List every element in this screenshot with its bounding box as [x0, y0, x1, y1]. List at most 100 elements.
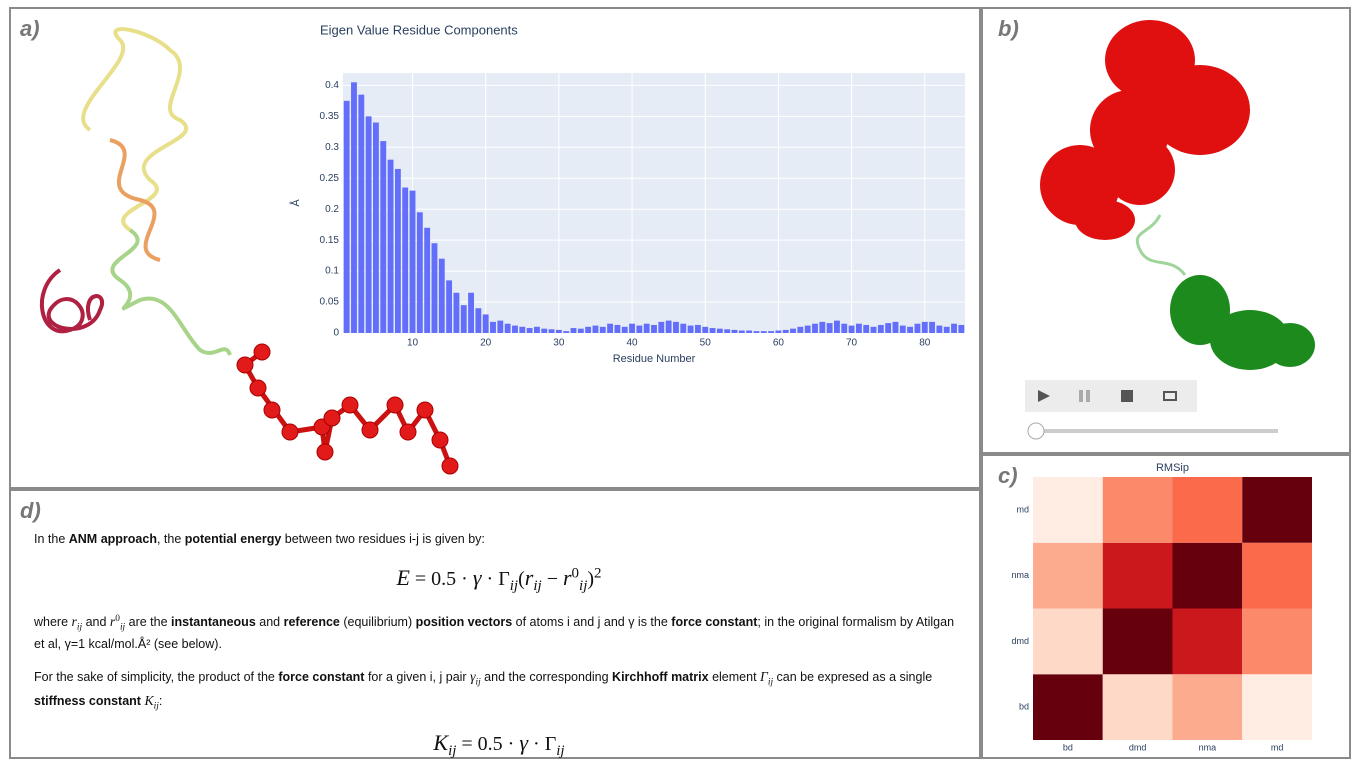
bar [344, 101, 350, 333]
text-run: ANM approach [69, 532, 157, 546]
y-tick-label: 0.2 [325, 204, 339, 215]
panel-label: b) [998, 16, 1019, 41]
text-run: are the [125, 615, 171, 629]
bar [893, 322, 899, 333]
protein-ribbon [42, 29, 230, 355]
bar [951, 324, 957, 333]
x-axis-title: Residue Number [613, 353, 696, 365]
bar [483, 314, 489, 333]
bar [636, 326, 642, 333]
y-tick-label: 0.15 [320, 235, 340, 246]
text-run: = 0.5 · [456, 733, 519, 755]
bar [512, 326, 518, 333]
bar [417, 212, 423, 333]
bar [556, 330, 562, 333]
chart-title: Eigen Value Residue Components [320, 22, 518, 37]
y-tick-label: nma [1011, 570, 1029, 580]
y-tick-label: 0.05 [320, 297, 340, 308]
text-run: and [256, 615, 284, 629]
bar [490, 322, 496, 333]
bar [527, 328, 533, 333]
heatmap-cell [1242, 674, 1312, 740]
y-tick-label: 0.1 [325, 266, 339, 277]
bar [958, 325, 964, 333]
heatmap-cell [1103, 543, 1173, 609]
heatmap-cell [1033, 543, 1103, 609]
bar [827, 323, 833, 333]
bar [717, 329, 723, 333]
text-run: = 0.5 · [410, 568, 473, 590]
bar [768, 331, 774, 333]
x-tick-label: 50 [700, 338, 712, 349]
bar [797, 327, 803, 333]
text-run: : [159, 694, 162, 708]
y-tick-label: 0.3 [325, 142, 339, 153]
text-run: ( [518, 568, 525, 590]
text-run: force constant [671, 615, 757, 629]
bar [358, 95, 364, 333]
slider-handle[interactable] [1028, 423, 1044, 439]
bar [702, 327, 708, 333]
text-run: 0 [572, 566, 580, 582]
bar [673, 322, 679, 333]
text-run: 2 [594, 566, 602, 582]
bar [578, 329, 584, 333]
equation: Kij = 0.5 · γ · Γij [34, 726, 964, 763]
stop-button[interactable] [1121, 390, 1133, 402]
bar [819, 322, 825, 333]
bar [571, 328, 577, 333]
x-tick-label: bd [1063, 742, 1073, 752]
bar [585, 327, 591, 333]
bar [790, 329, 796, 333]
y-axis-title: Å [289, 199, 302, 207]
bar [373, 123, 379, 333]
x-tick-label: md [1271, 742, 1284, 752]
text-run: ij [533, 578, 541, 594]
bar [841, 324, 847, 333]
x-tick-label: 20 [480, 338, 492, 349]
panel-label: d) [20, 498, 41, 523]
bar [563, 331, 569, 333]
bar [863, 325, 869, 333]
bar [900, 326, 906, 333]
bar [644, 324, 650, 333]
bar [366, 116, 372, 333]
text-run: Γ [760, 669, 768, 684]
heatmap-cell [1173, 674, 1243, 740]
bar [519, 327, 525, 333]
bar [629, 324, 635, 333]
bar [761, 331, 767, 333]
text-run: position vectors [416, 615, 513, 629]
bar [695, 325, 701, 333]
heatmap-cell [1242, 477, 1312, 543]
panel-label: c) [998, 463, 1018, 488]
bar [775, 331, 781, 333]
bar [402, 188, 408, 333]
bar [783, 330, 789, 333]
heatmap-title: RMSip [1156, 462, 1189, 474]
text-run: r [563, 565, 572, 590]
bar [424, 228, 430, 333]
text-run: − [542, 568, 563, 590]
bar [666, 321, 672, 333]
text-run: ij [556, 743, 564, 759]
bar [395, 169, 401, 333]
panel-label: a) [20, 16, 40, 41]
text-run: where [34, 615, 72, 629]
text-run: and [82, 615, 110, 629]
bar [549, 329, 555, 333]
paragraph: where rij and r0ij are the instantaneous… [34, 611, 964, 654]
bar [388, 160, 394, 333]
bar [461, 305, 467, 333]
bar [849, 326, 855, 333]
text-run: instantaneous [171, 615, 256, 629]
bar [922, 322, 928, 333]
text-run: for a given i, j pair [364, 670, 470, 684]
bar [746, 331, 752, 333]
bar [754, 331, 760, 333]
text-run: E [396, 565, 409, 590]
text-run: of atoms i and j and γ is the [512, 615, 671, 629]
bar [351, 82, 357, 333]
text-run: ij [510, 578, 518, 594]
bar [534, 327, 540, 333]
